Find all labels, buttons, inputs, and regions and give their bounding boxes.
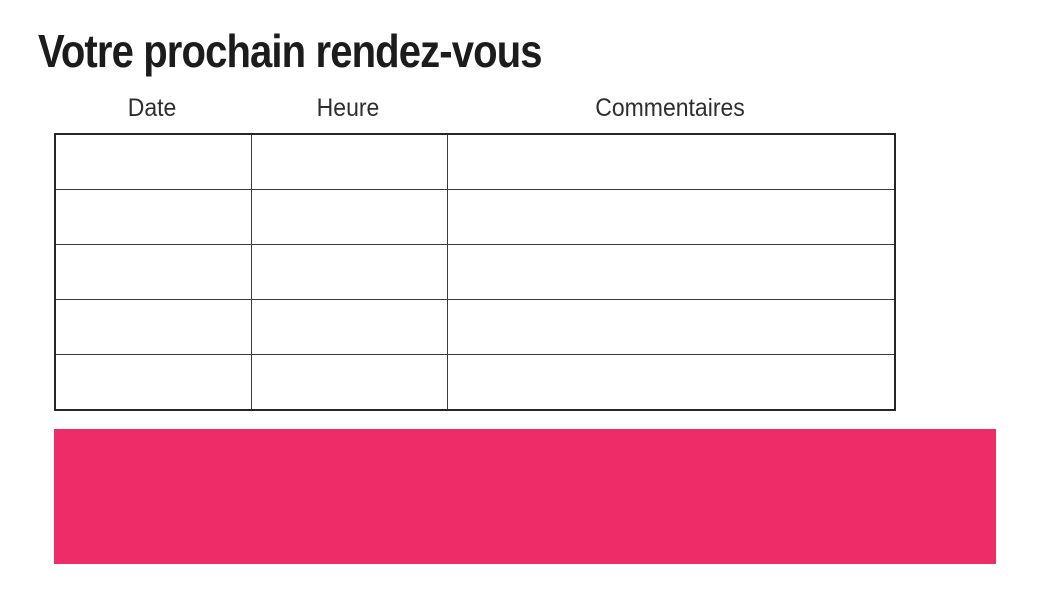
- table-cell-date: [54, 133, 252, 190]
- table-cell-heure: [250, 133, 448, 190]
- table-row: [54, 299, 896, 355]
- page-title: Votre prochain rendez-vous: [38, 25, 543, 77]
- table-row: [54, 133, 896, 190]
- table-row: [54, 189, 896, 245]
- appointments-table-body: [54, 133, 896, 411]
- table-cell-heure: [250, 299, 448, 355]
- table-cell-commentaires: [446, 354, 896, 411]
- table-cell-date: [54, 244, 252, 300]
- table-cell-commentaires: [446, 244, 896, 300]
- column-header-date: Date: [127, 94, 177, 122]
- table-cell-date: [54, 299, 252, 355]
- table-cell-heure: [250, 189, 448, 245]
- appointments-table: [54, 133, 896, 411]
- table-row: [54, 354, 896, 411]
- table-header-row: Date Heure Commentaires: [54, 92, 894, 124]
- table-cell-heure: [250, 244, 448, 300]
- table-cell-commentaires: [446, 133, 896, 190]
- table-cell-commentaires: [446, 189, 896, 245]
- table-cell-date: [54, 354, 252, 411]
- table-cell-heure: [250, 354, 448, 411]
- highlight-rect: [54, 429, 996, 564]
- table-cell-date: [54, 189, 252, 245]
- column-header-heure: Heure: [316, 94, 380, 122]
- table-row: [54, 244, 896, 300]
- column-header-commentaires: Commentaires: [595, 94, 745, 122]
- table-cell-commentaires: [446, 299, 896, 355]
